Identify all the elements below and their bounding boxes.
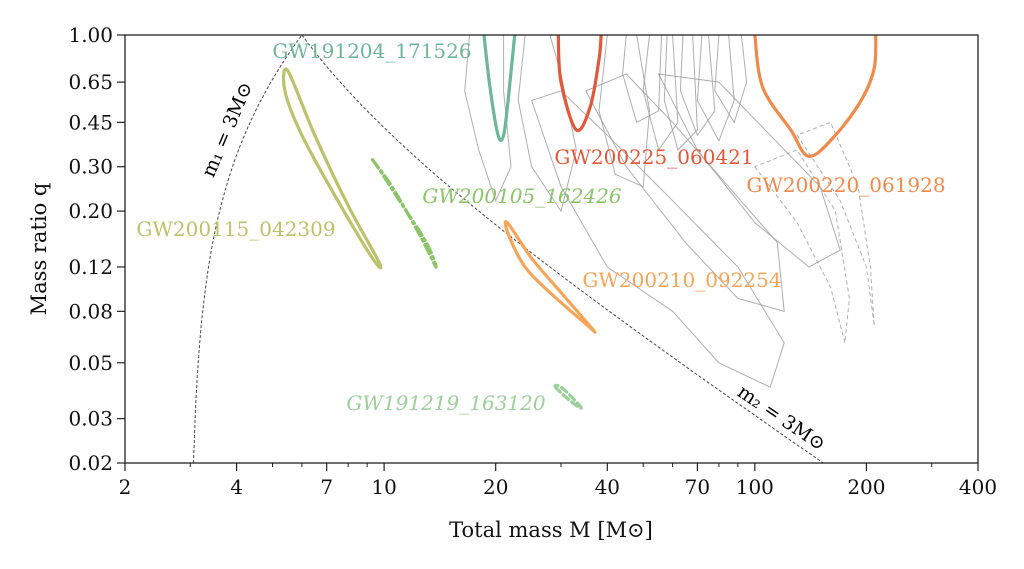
y-tick-label: 0.03 (68, 407, 113, 431)
label-gw200225-060421: GW200225_060421 (554, 145, 753, 169)
x-tick-label: 2 (119, 475, 132, 499)
x-tick-label: 400 (959, 475, 997, 499)
label-gw191204-171526: GW191204_171526 (272, 39, 471, 63)
contour-gw200105-162426 (369, 156, 438, 269)
background-contour (657, 73, 841, 268)
contour-gw200220-061928 (753, 35, 878, 158)
x-tick-label: 70 (685, 475, 710, 499)
label-gw191219-163120: GW191219_163120 (346, 391, 546, 415)
y-tick-label: 0.12 (68, 255, 113, 279)
x-tick-label: 4 (230, 475, 243, 499)
background-contour (622, 35, 662, 124)
y-tick-label: 0.30 (68, 155, 113, 179)
label-gw200115-042309: GW200115_042309 (136, 217, 335, 241)
background-contour (679, 35, 716, 137)
background-contour (530, 90, 785, 388)
event-labels: GW191204_171526 GW200225_060421 GW200220_0… (136, 39, 945, 415)
contour-gw191219-163120 (553, 383, 583, 410)
background-contour (585, 73, 785, 312)
y-axis-ticks: 0.02 0.03 0.05 0.08 0.12 0.20 0.30 0.45 0.65 1.00 (68, 23, 125, 475)
background-contour (598, 35, 651, 188)
y-tick-label: 0.02 (68, 451, 113, 475)
y-tick-label: 1.00 (68, 23, 113, 47)
contour-gw200210-092254 (503, 220, 597, 334)
m1-boundary-line (193, 35, 303, 463)
label-gw200210-092254: GW200210_092254 (582, 268, 781, 292)
plot-frame (124, 34, 979, 464)
y-tick-label: 0.08 (68, 299, 113, 323)
event-contours (281, 35, 878, 410)
y-tick-label: 0.65 (68, 70, 113, 94)
y-tick-label: 0.45 (68, 110, 113, 134)
x-tick-label: 10 (371, 475, 396, 499)
m2-boundary-line (301, 35, 825, 463)
background-posteriors (464, 35, 875, 388)
x-tick-label: 7 (320, 475, 333, 499)
y-axis-label: Mass ratio q (27, 183, 51, 316)
x-axis-ticks: 2 4 7 10 20 40 70 100 200 400 (119, 463, 997, 499)
x-tick-label: 200 (847, 475, 885, 499)
y-tick-label: 0.20 (68, 199, 113, 223)
m1-boundary-label: m₁ = 3M⊙ (198, 79, 258, 181)
background-contour (464, 35, 512, 203)
x-tick-label: 20 (483, 475, 508, 499)
mass-boundary-lines (193, 35, 825, 463)
background-contour (796, 121, 875, 326)
x-tick-label: 40 (595, 475, 620, 499)
x-axis-label: Total mass M [M⊙] (449, 518, 653, 542)
x-tick-label: 100 (736, 475, 774, 499)
background-contour (642, 35, 679, 152)
contour-gw200115-042309 (281, 67, 383, 270)
m2-boundary-label: m₂ = 3M⊙ (733, 381, 829, 456)
background-contour (696, 35, 735, 143)
background-contour (754, 149, 850, 343)
contour-gw200225-060421 (556, 35, 603, 133)
contour-gw191204-171526 (482, 35, 517, 143)
label-gw200220-061928: GW200220_061928 (746, 173, 945, 197)
background-contour (663, 35, 698, 151)
background-contour (714, 35, 748, 124)
label-gw200105-162426: GW200105_162426 (422, 184, 622, 208)
y-tick-label: 0.05 (68, 351, 113, 375)
